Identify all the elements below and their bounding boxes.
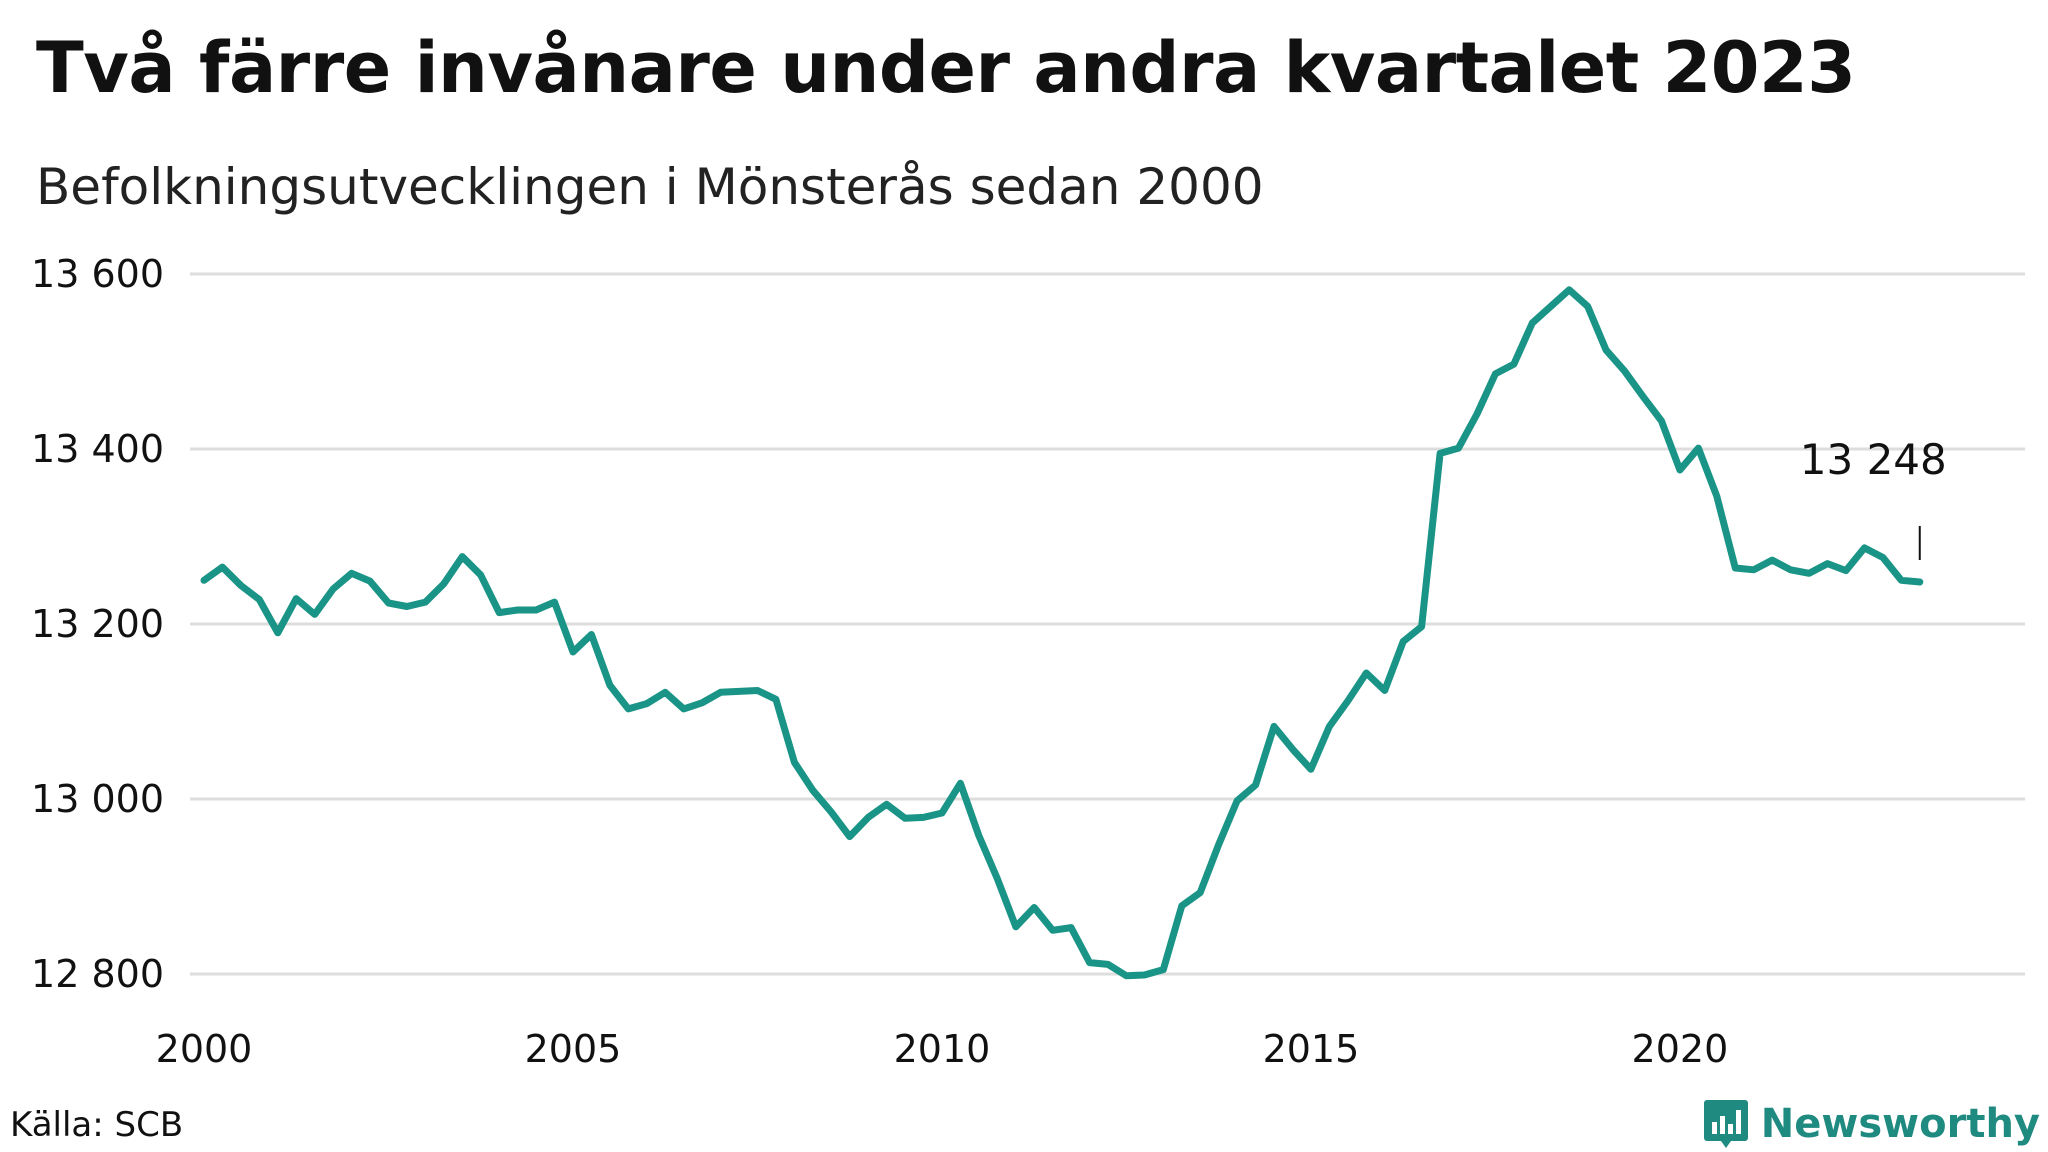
annotation-layer: 13 248 (1800, 435, 1947, 560)
series-layer (200, 286, 1924, 980)
x-tick-label: 2015 (1263, 1027, 1360, 1071)
newsworthy-logo-icon (1703, 1100, 1748, 1148)
brand-name: Newsworthy (1760, 1101, 2040, 1147)
x-tick-label: 2020 (1632, 1027, 1729, 1071)
y-axis-labels: 12 800 13 000 13 200 13 400 13 600 (31, 252, 164, 996)
chart-subtitle: Befolkningsutvecklingen i Mönsterås seda… (36, 158, 1264, 216)
brand-logo: Newsworthy (1703, 1098, 2040, 1150)
y-tick-label: 13 200 (31, 602, 164, 646)
series-line (200, 286, 1924, 980)
source-note: Källa: SCB (10, 1105, 184, 1145)
y-tick-label: 13 400 (31, 427, 164, 471)
x-tick-label: 2005 (525, 1027, 622, 1071)
y-tick-label: 12 800 (31, 952, 164, 996)
chart-title: Två färre invånare under andra kvartalet… (36, 27, 1856, 109)
y-tick-label: 13 600 (31, 252, 164, 296)
y-tick-label: 13 000 (31, 777, 164, 821)
annotation-label: 13 248 (1800, 435, 1947, 484)
grid-lines (190, 272, 2025, 976)
x-axis-labels: 2000 2005 2010 2015 2020 (156, 1027, 1729, 1071)
x-tick-label: 2000 (156, 1027, 253, 1071)
x-tick-label: 2010 (894, 1027, 991, 1071)
